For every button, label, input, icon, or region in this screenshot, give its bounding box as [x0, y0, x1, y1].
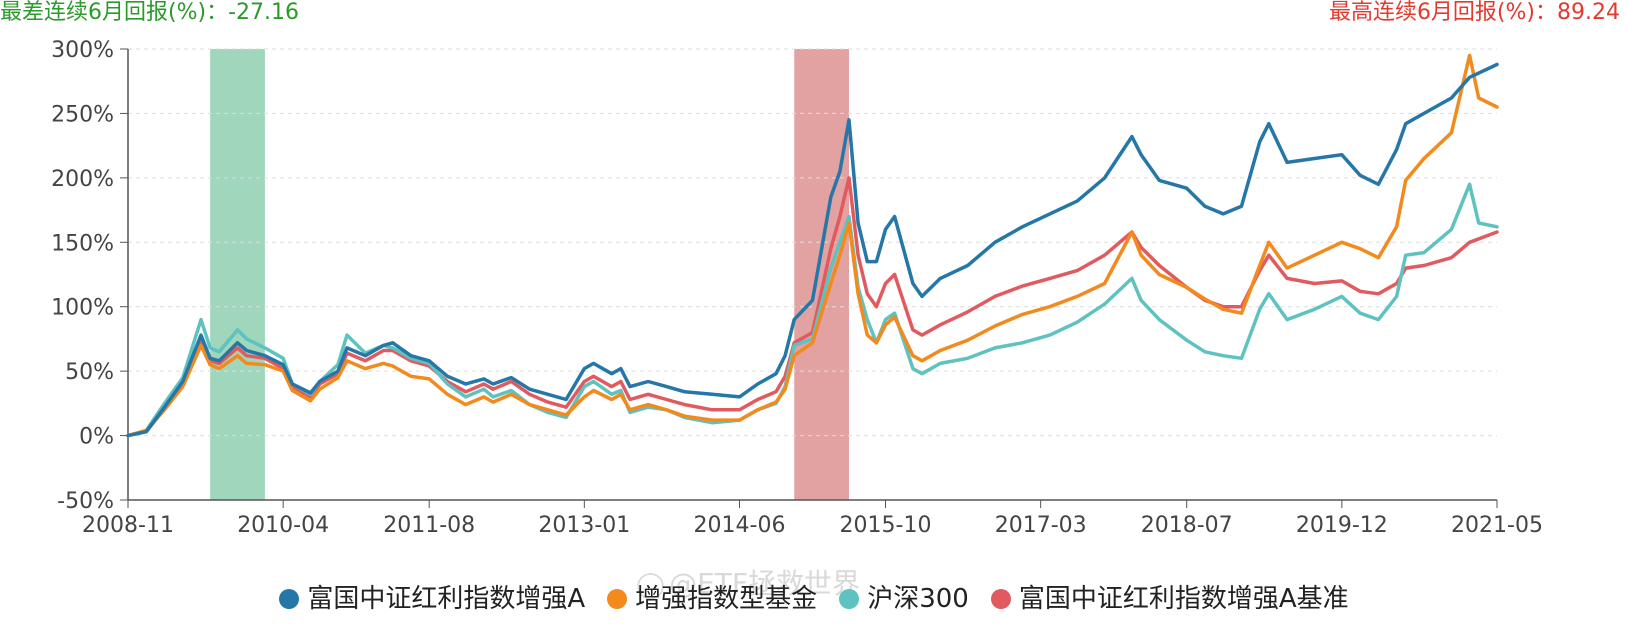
y-tick-label: 100%	[51, 296, 114, 321]
series-lines	[126, 53, 1499, 438]
x-tick-label: 2011-08	[383, 513, 475, 538]
highlight-band-1	[794, 49, 850, 500]
y-tick-label: 200%	[51, 167, 114, 192]
axes	[127, 49, 1497, 501]
series-line	[126, 62, 1499, 438]
y-tick-label: 150%	[51, 231, 114, 256]
y-tick-labels: -50% 0% 50% 100% 150% 200% 250% 300%	[51, 38, 114, 514]
best-6m-return: 最高连续6月回报(%)：89.24	[1329, 0, 1620, 26]
worst-6m-return: 最差连续6月回报(%)：-27.16	[0, 0, 299, 26]
worst-6m-return-value: -27.16	[228, 0, 299, 25]
series-line	[126, 176, 1499, 438]
legend-item[interactable]: 富国中证红利指数增强A基准	[990, 583, 1349, 615]
series-line	[126, 53, 1499, 438]
x-tick-label: 2018-07	[1141, 513, 1233, 538]
best-6m-return-value: 89.24	[1557, 0, 1620, 25]
legend-item[interactable]: 富国中证红利指数增强A	[279, 583, 585, 615]
highlight-band-0	[210, 49, 265, 500]
highlight-bands	[210, 49, 850, 500]
legend-dot-icon	[607, 589, 628, 609]
x-tick-label: 2019-12	[1296, 513, 1388, 538]
x-tick-labels: 2008-11 2010-04 2011-08 2013-01 2014-06 2015-…	[82, 500, 1543, 538]
y-tick-label: 250%	[51, 102, 114, 127]
legend-label: 富国中证红利指数增强A基准	[1018, 584, 1349, 614]
chart-legend: 富国中证红利指数增强A 增强指数型基金 沪深300 富国中证红利指数增强A基准	[0, 583, 1628, 615]
x-tick-label: 2013-01	[538, 513, 630, 538]
legend-item[interactable]: 沪深300	[839, 583, 969, 615]
x-tick-label: 2017-03	[995, 513, 1087, 538]
legend-label: 沪深300	[867, 584, 969, 614]
worst-6m-return-label: 最差连续6月回报(%)：	[0, 0, 229, 25]
legend-dot-icon	[990, 589, 1011, 609]
y-tick-label: 50%	[65, 360, 114, 385]
legend-item[interactable]: 增强指数型基金	[607, 583, 817, 615]
x-tick-label: 2010-04	[237, 513, 329, 538]
legend-dot-icon	[839, 589, 860, 609]
y-tick-label: 300%	[51, 38, 114, 63]
y-tick-label: -50%	[57, 489, 114, 514]
best-6m-return-label: 最高连续6月回报(%)：	[1328, 0, 1558, 25]
x-tick-label: 2015-10	[840, 513, 932, 538]
x-tick-label: 2021-05	[1451, 513, 1543, 538]
legend-label: 增强指数型基金	[635, 584, 818, 614]
legend-dot-icon	[279, 589, 300, 609]
y-tick-label: 0%	[79, 425, 114, 450]
x-tick-label: 2014-06	[694, 513, 786, 538]
legend-label: 富国中证红利指数增强A	[307, 584, 586, 614]
x-tick-label: 2008-11	[82, 513, 174, 538]
